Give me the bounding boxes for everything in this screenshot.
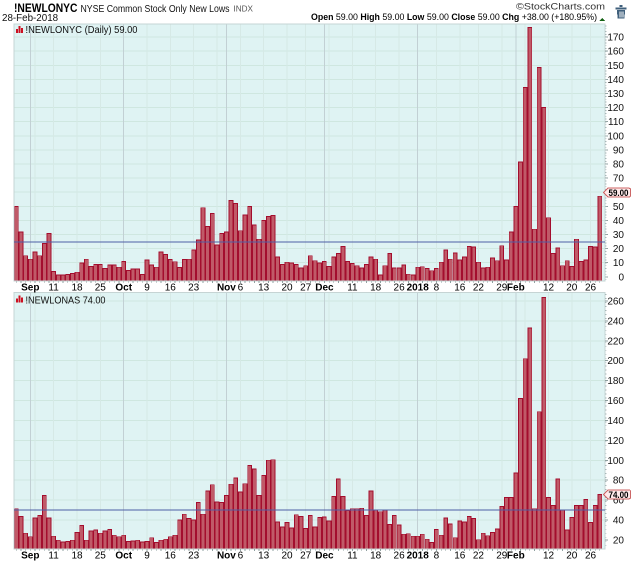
- svg-text:20: 20: [566, 551, 578, 562]
- svg-text:13: 13: [258, 551, 270, 562]
- svg-text:18: 18: [370, 283, 382, 294]
- svg-text:8: 8: [434, 283, 440, 294]
- svg-text:16: 16: [165, 283, 177, 294]
- svg-text:27: 27: [300, 283, 312, 294]
- svg-text:16: 16: [454, 283, 466, 294]
- svg-text:Oct: Oct: [115, 283, 132, 294]
- svg-text:40: 40: [613, 216, 625, 227]
- svg-text:6: 6: [238, 283, 244, 294]
- svg-text:6: 6: [238, 551, 244, 562]
- svg-text:10: 10: [613, 258, 625, 269]
- svg-text:20: 20: [613, 244, 625, 255]
- svg-text:26: 26: [394, 551, 406, 562]
- svg-text:28-Feb-2018: 28-Feb-2018: [2, 13, 59, 24]
- svg-text:74.00: 74.00: [609, 490, 629, 500]
- svg-text:160: 160: [607, 396, 624, 407]
- svg-text:25: 25: [95, 551, 107, 562]
- svg-text:110: 110: [608, 117, 624, 128]
- svg-text:Feb: Feb: [507, 283, 525, 294]
- svg-text:Dec: Dec: [315, 283, 334, 294]
- svg-text:20: 20: [281, 283, 293, 294]
- svg-text:Dec: Dec: [315, 551, 334, 562]
- svg-text:150: 150: [607, 61, 624, 72]
- svg-text:20: 20: [613, 536, 625, 547]
- svg-text:12: 12: [543, 283, 555, 294]
- svg-text:2018: 2018: [407, 551, 430, 562]
- svg-text:40: 40: [613, 516, 625, 527]
- svg-text:25: 25: [95, 283, 107, 294]
- svg-text:240: 240: [607, 316, 624, 327]
- svg-text:23: 23: [188, 551, 200, 562]
- svg-text:12: 12: [543, 551, 555, 562]
- svg-text:23: 23: [188, 283, 200, 294]
- svg-text:16: 16: [454, 551, 466, 562]
- svg-text:8: 8: [434, 551, 440, 562]
- svg-text:140: 140: [607, 416, 624, 427]
- svg-text:26: 26: [585, 283, 597, 294]
- svg-text:Nov: Nov: [217, 551, 236, 562]
- svg-text:!NEWLONYC (Daily) 59.00: !NEWLONYC (Daily) 59.00: [26, 25, 138, 36]
- svg-text:!NEWLONAS 74.00: !NEWLONAS 74.00: [26, 296, 106, 307]
- svg-text:NYSE Common Stock Only New Low: NYSE Common Stock Only New Lows: [81, 4, 230, 15]
- svg-text:22: 22: [473, 551, 485, 562]
- svg-text:20: 20: [566, 283, 578, 294]
- svg-text:29: 29: [496, 551, 508, 562]
- svg-text:59.00: 59.00: [609, 188, 629, 198]
- svg-text:130: 130: [607, 89, 624, 100]
- svg-text:26: 26: [394, 283, 406, 294]
- svg-text:11: 11: [48, 283, 59, 294]
- svg-text:50: 50: [613, 202, 625, 213]
- svg-text:120: 120: [607, 103, 624, 114]
- svg-text:100: 100: [607, 131, 624, 142]
- svg-text:Nov: Nov: [217, 283, 236, 294]
- svg-text:9: 9: [144, 283, 150, 294]
- svg-text:170: 170: [607, 33, 624, 44]
- svg-text:160: 160: [607, 47, 624, 58]
- svg-text:80: 80: [613, 476, 625, 487]
- svg-text:120: 120: [607, 436, 624, 447]
- svg-text:16: 16: [165, 551, 177, 562]
- svg-text:70: 70: [613, 174, 625, 185]
- svg-text:220: 220: [607, 336, 624, 347]
- svg-text:13: 13: [258, 283, 270, 294]
- svg-text:260: 260: [607, 296, 624, 307]
- svg-text:Open 59.00 High 59.00 Low 59.0: Open 59.00 High 59.00 Low 59.00 Close 59…: [311, 12, 597, 22]
- svg-text:26: 26: [585, 551, 597, 562]
- svg-text:20: 20: [281, 551, 293, 562]
- svg-text:180: 180: [607, 376, 624, 387]
- svg-text:22: 22: [473, 283, 485, 294]
- svg-text:0: 0: [618, 272, 624, 283]
- svg-text:90: 90: [613, 145, 625, 156]
- svg-text:18: 18: [71, 551, 83, 562]
- svg-text:60: 60: [613, 496, 625, 507]
- svg-text:29: 29: [496, 283, 508, 294]
- svg-text:©StockCharts.com: ©StockCharts.com: [516, 2, 605, 13]
- svg-text:Sep: Sep: [21, 283, 39, 294]
- svg-text:200: 200: [607, 356, 624, 367]
- svg-text:18: 18: [71, 283, 83, 294]
- svg-text:11: 11: [347, 551, 358, 562]
- svg-text:INDX: INDX: [234, 4, 254, 14]
- svg-text:140: 140: [607, 75, 624, 86]
- svg-text:18: 18: [370, 551, 382, 562]
- svg-text:Sep: Sep: [21, 551, 39, 562]
- svg-text:!NEWLONYC: !NEWLONYC: [14, 3, 78, 15]
- svg-text:30: 30: [613, 230, 625, 241]
- svg-text:27: 27: [300, 551, 312, 562]
- svg-text:Oct: Oct: [115, 551, 132, 562]
- svg-text:80: 80: [613, 160, 625, 171]
- svg-text:2018: 2018: [407, 283, 430, 294]
- svg-text:100: 100: [607, 456, 624, 467]
- svg-text:11: 11: [347, 283, 358, 294]
- svg-text:Feb: Feb: [507, 551, 525, 562]
- svg-text:9: 9: [144, 551, 150, 562]
- svg-text:11: 11: [48, 551, 59, 562]
